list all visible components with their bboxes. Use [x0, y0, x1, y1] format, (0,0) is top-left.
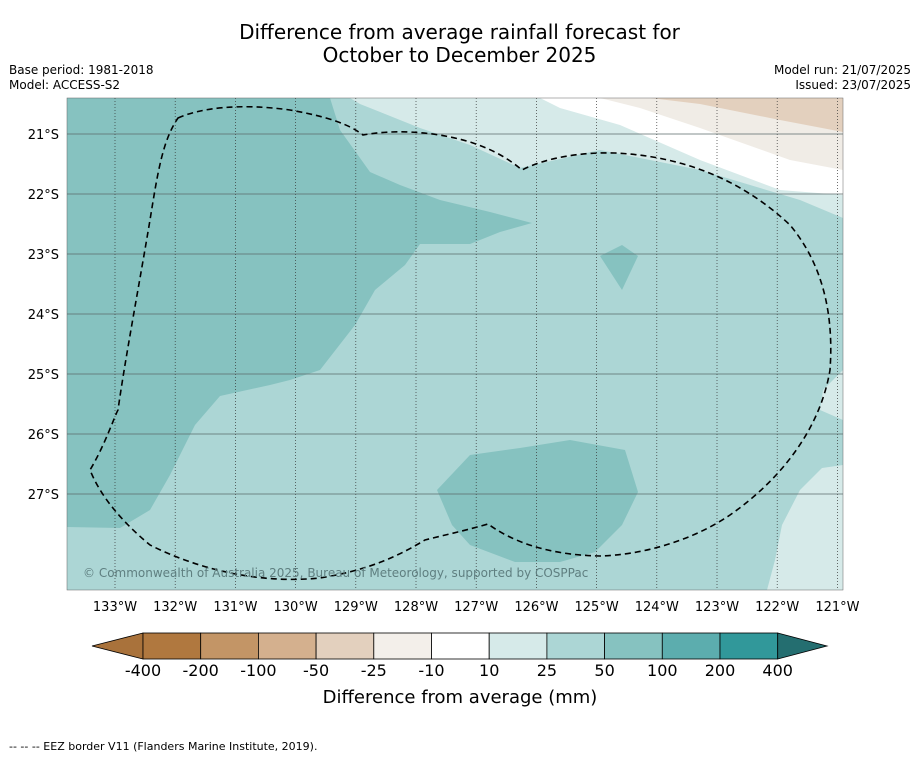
colorbar-tick-label: 10 [479, 661, 499, 680]
lon-tick-label: 125°W [575, 600, 619, 615]
colorbar-segment [604, 632, 663, 660]
colorbar-segment [315, 632, 375, 660]
issued-label: Issued: 23/07/2025 [795, 78, 911, 92]
longitude-labels: 133°W 132°W 131°W 130°W 129°W 128°W 127°W 126°W… [93, 600, 860, 615]
colorbar-tick-label: 50 [594, 661, 614, 680]
colorbar-tick-label: -100 [240, 661, 276, 680]
map-title-line-2: October to December 2025 [322, 43, 597, 67]
eez-border [89, 105, 832, 581]
field-50-100-south [437, 440, 638, 562]
colorbar-tick-label: -200 [183, 661, 219, 680]
colorbar-segment [142, 632, 202, 660]
lat-tick-label: 27°S [28, 488, 59, 503]
lat-tick-label: 22°S [28, 188, 59, 203]
colorbar-segment [373, 632, 432, 660]
latitude-labels: 21°S 22°S 23°S 24°S 25°S 26°S 27°S [28, 128, 59, 503]
colorbar-extend-high [777, 632, 829, 660]
lon-tick-label: 130°W [274, 600, 318, 615]
field-10-25-south [767, 370, 843, 590]
lat-tick-label: 26°S [28, 428, 59, 443]
colorbar-title: Difference from average (mm) [323, 687, 598, 708]
colorbar-tick-label: 400 [762, 661, 793, 680]
lon-tick-label: 124°W [635, 600, 679, 615]
lat-tick-label: 23°S [28, 248, 59, 263]
field-50-100-small [600, 245, 638, 290]
lon-tick-label: 128°W [394, 600, 438, 615]
colorbar-tick-label: -25 [361, 661, 387, 680]
map-grid [67, 98, 843, 590]
lat-tick-label: 21°S [28, 128, 59, 143]
lon-tick-label: 123°W [695, 600, 739, 615]
lon-tick-label: 129°W [334, 600, 378, 615]
rainfall-map: © Commonwealth of Australia 2025, Bureau… [28, 97, 860, 708]
colorbar-tick-label: 200 [705, 661, 736, 680]
lon-tick-label: 133°W [93, 600, 137, 615]
lon-tick-label: 132°W [153, 600, 197, 615]
map-frame [66, 97, 844, 591]
field-50-100-west [67, 98, 532, 528]
colorbar-tick-label: -10 [418, 661, 444, 680]
colorbar-extend-low [91, 632, 144, 660]
field-minus-25-50 [650, 98, 843, 132]
lon-tick-label: 121°W [815, 600, 859, 615]
colorbar-tick-label: -400 [125, 661, 161, 680]
colorbar-segment [257, 632, 317, 660]
colorbar: -400 -200 -100 -50 -25 -10 10 25 50 100 200 400 [91, 632, 829, 680]
copyright-text: © Commonwealth of Australia 2025, Bureau… [83, 566, 588, 580]
colorbar-segment [488, 632, 548, 660]
lon-tick-label: 127°W [454, 600, 498, 615]
colorbar-segment [546, 632, 606, 660]
lon-tick-label: 131°W [213, 600, 257, 615]
colorbar-tick-label: 25 [537, 661, 557, 680]
model-label: Model: ACCESS-S2 [9, 78, 121, 92]
colorbar-tick-label: 100 [647, 661, 678, 680]
lat-tick-label: 25°S [28, 368, 59, 383]
lat-tick-label: 24°S [28, 308, 59, 323]
colorbar-segment [431, 632, 490, 660]
map-title-line-1: Difference from average rainfall forecas… [239, 20, 680, 44]
colorbar-segment [200, 632, 259, 660]
lon-tick-label: 122°W [755, 600, 799, 615]
map-field: © Commonwealth of Australia 2025, Bureau… [67, 98, 843, 590]
lon-tick-label: 126°W [514, 600, 558, 615]
colorbar-tick-label: -50 [303, 661, 329, 680]
colorbar-segment [719, 632, 779, 660]
colorbar-segment [661, 632, 721, 660]
base-period-label: Base period: 1981-2018 [9, 63, 154, 77]
model-run-label: Model run: 21/07/2025 [773, 63, 911, 77]
eez-footnote: -- -- -- EEZ border V11 (Flanders Marine… [9, 740, 318, 753]
